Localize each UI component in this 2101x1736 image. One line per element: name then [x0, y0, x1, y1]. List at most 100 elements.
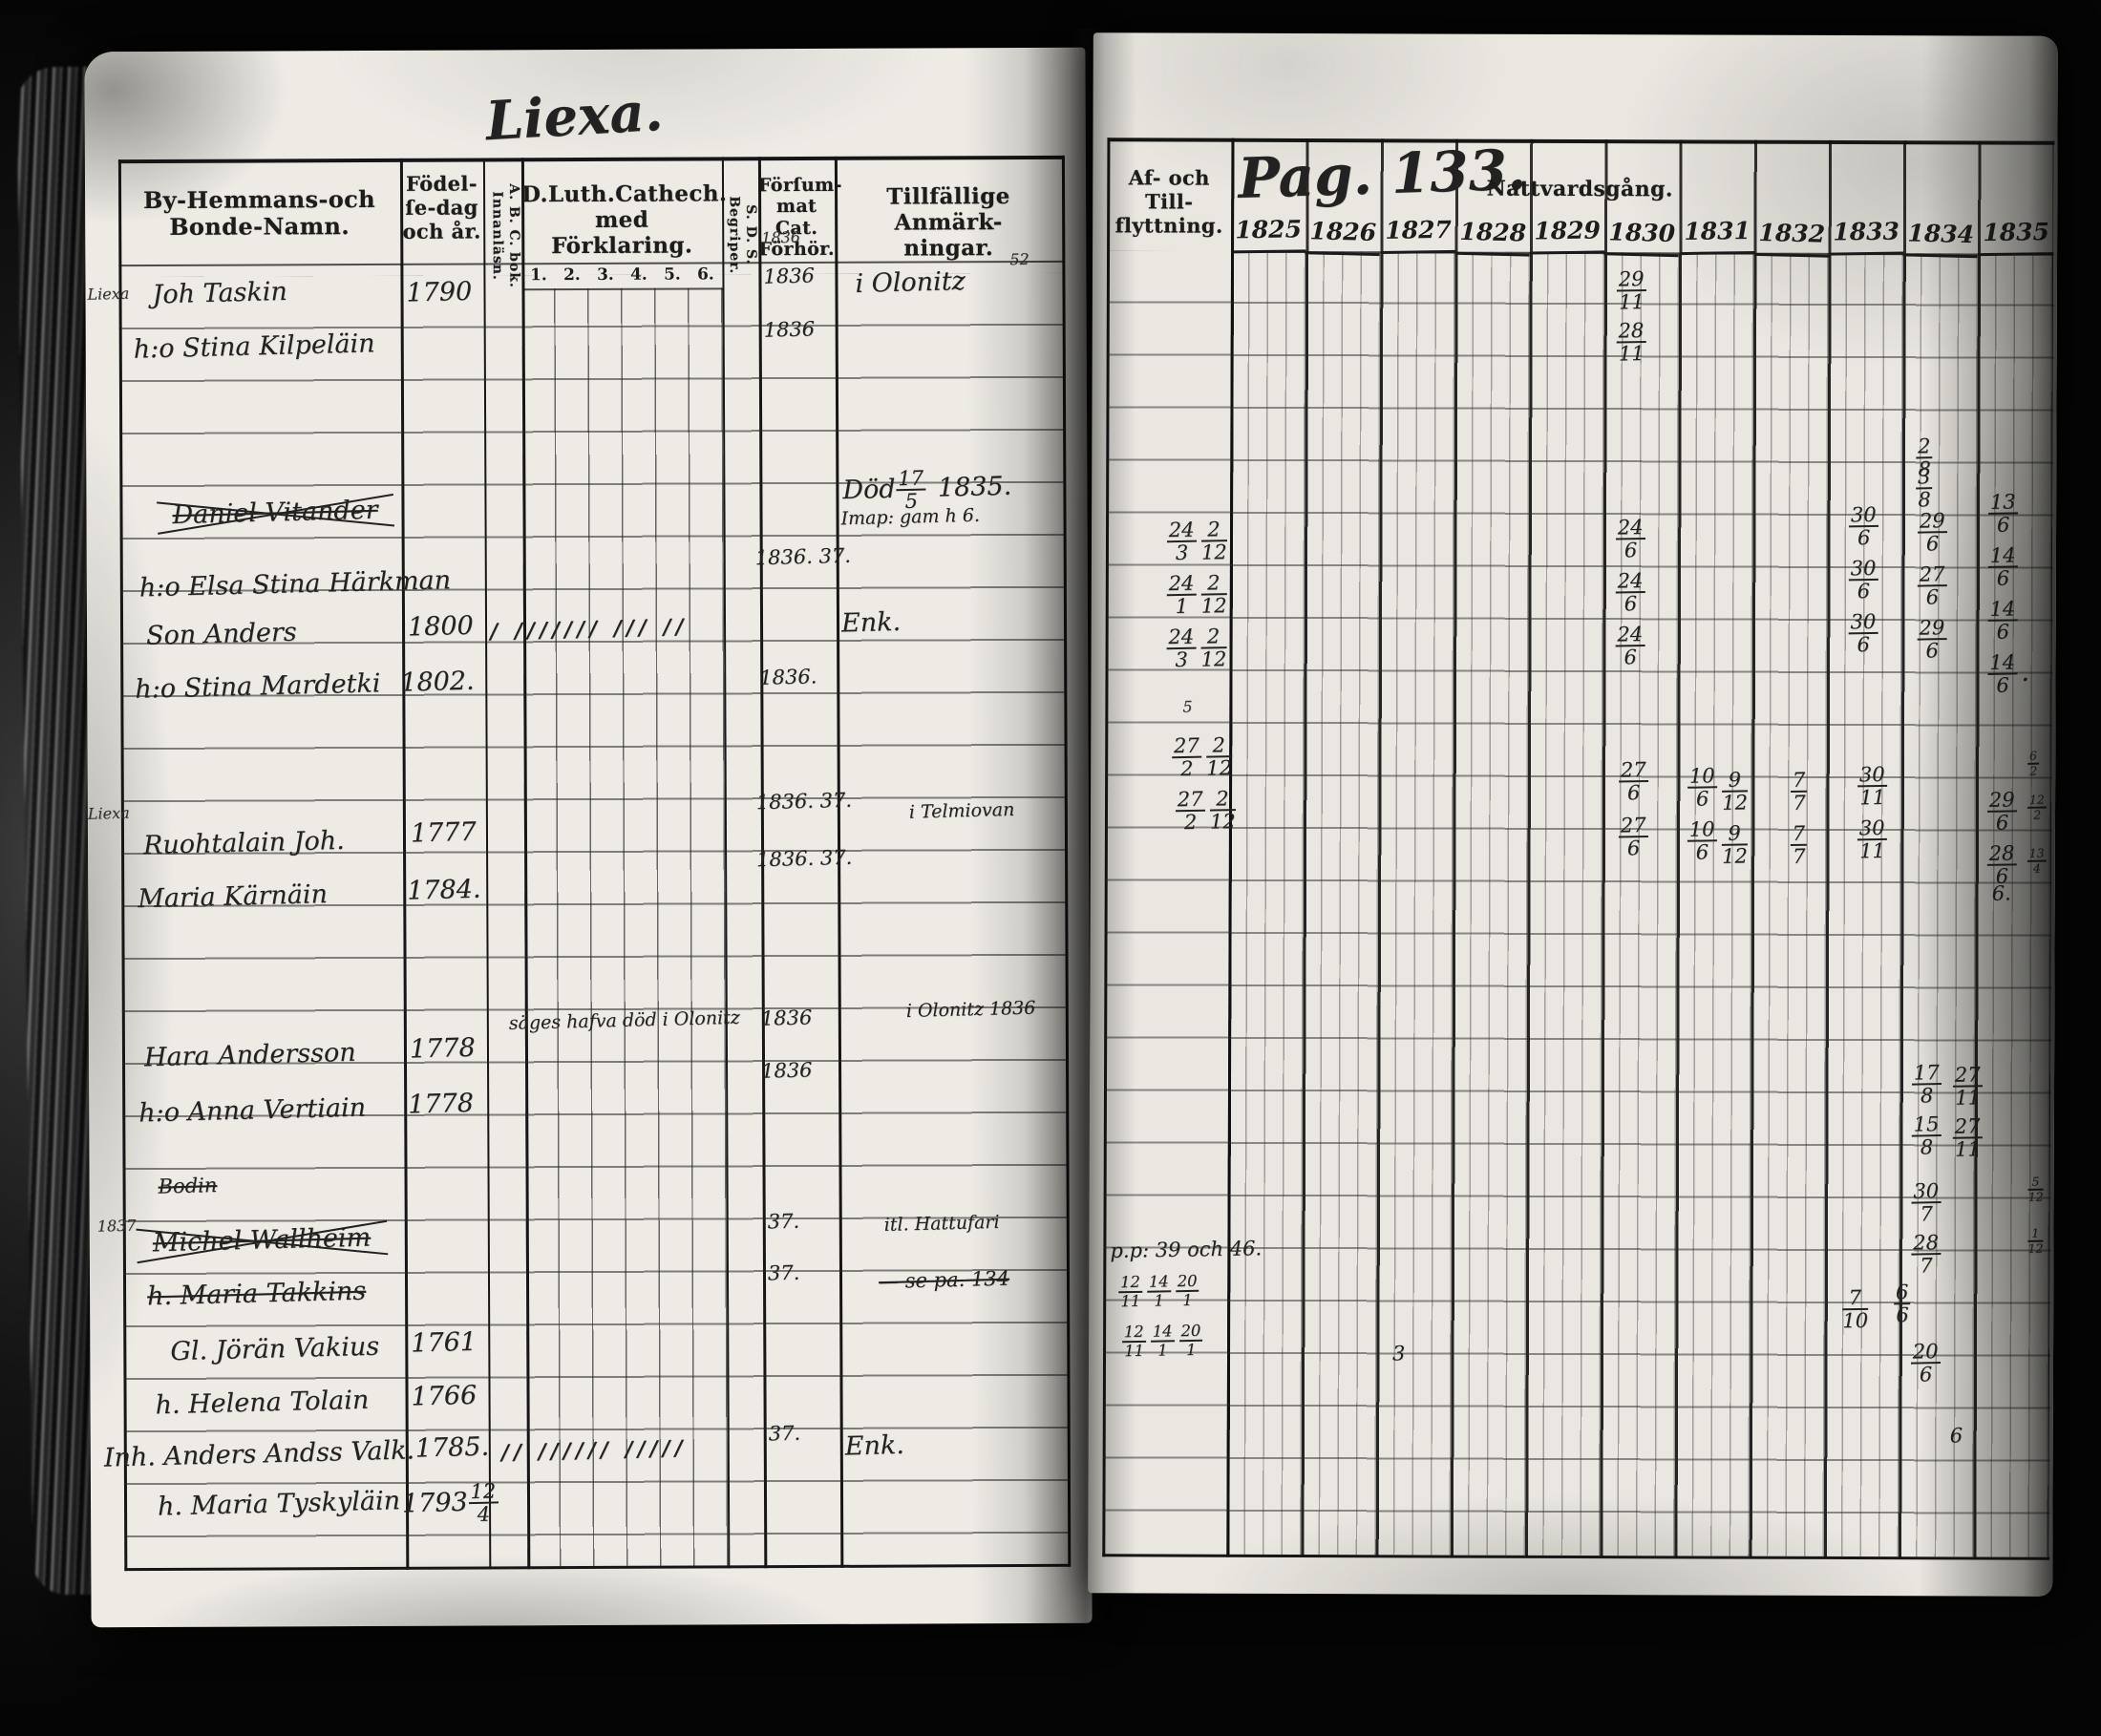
handwritten-entry: Liexa — [87, 803, 130, 823]
handwritten-entry: 6 — [1949, 1424, 1963, 1448]
handwritten-entry: 1836 — [760, 1058, 813, 1083]
handwritten-entry: 13 6 — [1987, 489, 2023, 537]
handwritten-entry: Daniel Vitander — [172, 495, 379, 531]
handwritten-entry: 12 2 — [2027, 793, 2050, 822]
handwritten-entry: 7 10 — [1841, 1284, 1873, 1333]
handwritten-entry: Bodin — [158, 1174, 218, 1198]
handwritten-entry: 1778 — [407, 1088, 475, 1120]
handwritten-entry: 52 — [1009, 249, 1029, 269]
handwritten-entry: säges hafva död i Olonitz — [508, 1006, 741, 1034]
date-fraction: 13 4 — [2027, 846, 2047, 876]
handwritten-entry: 28 6 — [1985, 840, 2021, 888]
handwritten-entry: Enk. — [844, 1429, 905, 1462]
handwritten-entry: h. Maria Takkins — [146, 1276, 367, 1312]
date-fraction: 5 12 — [2027, 1174, 2044, 1204]
handwritten-entry: 29 6 — [1986, 787, 2022, 835]
handwritten-entry: 14 6 — [1987, 542, 2023, 590]
handwritten-entry: 1784. — [406, 874, 481, 906]
right-page: Af- och Till- flyttning. Pag. 133. Nattv… — [1088, 32, 2058, 1597]
handwritten-entry: 1 12 — [2027, 1225, 2047, 1256]
handwritten-entry: ∕∕ ∕∕∕∕∕∕ ∕∕∕∕∕ — [500, 1435, 688, 1466]
date-fraction: 20 6 — [1910, 1339, 1942, 1386]
handwritten-entry: 13 4 — [2027, 846, 2050, 876]
handwritten-entry: h. Maria Tyskyläin — [157, 1486, 401, 1522]
handwritten-entry: 1836. — [758, 665, 817, 689]
handwritten-entry: 1785. — [414, 1431, 490, 1464]
date-fraction: 12 2 — [2027, 793, 2047, 822]
handwritten-entry: Imap: gam h 6. — [840, 504, 981, 530]
date-fraction: 7 10 — [1841, 1284, 1869, 1333]
handwritten-entry: 1761 — [410, 1326, 478, 1359]
handwritten-entry: Joh Taskin — [152, 276, 288, 310]
handwritten-entry: Inh. Anders Andss Valk. — [103, 1435, 415, 1473]
handwritten-entry: 27 11 — [1951, 1113, 1986, 1161]
handwritten-entry: i Olonitz 1836 — [905, 997, 1036, 1022]
handwritten-entry: itl. Hattufari — [883, 1211, 1000, 1236]
left-page: Liexa. By-Hemmans-och Bonde-Namn. Födel-… — [84, 47, 1093, 1628]
handwritten-entry: Enk. — [840, 606, 902, 639]
handwritten-entry: i Olonitz — [855, 266, 966, 299]
handwritten-entry: h:o Anna Vertiain — [138, 1092, 367, 1129]
handwritten-entry: 29 6 — [1917, 508, 1952, 555]
handwritten-entry: 24 6 — [1615, 515, 1650, 561]
handwritten-entry: 3 — [1391, 1342, 1406, 1366]
handwritten-entry: 30 7 — [1910, 1178, 1945, 1225]
date-fraction: 24 6 — [1615, 568, 1645, 615]
date-fraction: 27 11 — [1952, 1113, 1983, 1161]
handwritten-entry: h:o Elsa Stina Härkman — [138, 565, 452, 603]
handwritten-entry: 1778 — [409, 1032, 477, 1065]
handwritten-entry: 1777 — [410, 816, 478, 849]
date-fraction: 28 7 — [1911, 1230, 1942, 1277]
handwritten-entry: 1766 — [411, 1380, 478, 1412]
date-fraction: 9 12 — [1721, 820, 1749, 868]
handwritten-entry: 20 6 — [1910, 1339, 1945, 1386]
handwritten-entry: Son Anders — [145, 617, 298, 651]
date-fraction: 30 11 — [1857, 815, 1887, 863]
handwritten-entry: 1836. 37. — [755, 845, 853, 872]
handwritten-entry: 1836 — [763, 317, 816, 342]
handwritten-entry: 29 6 — [1916, 615, 1951, 662]
handwritten-entry: Liexa — [87, 284, 130, 304]
date-fraction: 17 5 — [896, 466, 926, 513]
handwritten-entry: — se pa. 134 — [878, 1266, 1010, 1294]
date-fraction: 30 11 — [1857, 761, 1887, 810]
date-fraction: 24 6 — [1615, 622, 1645, 668]
communion-date-entries: 29 11 28 11 2 8 3 8 13 6 24 6 30 6 29 6 14 6 24 6 30 6 27 6 14 6 2… — [1088, 32, 2058, 1597]
date-fraction: 27 6 — [1917, 561, 1947, 608]
handwritten-entry: Michel Wallheim — [152, 1222, 371, 1259]
handwritten-entry: 14 6. — [1987, 649, 2030, 697]
handwritten-entry: 27 6 — [1618, 757, 1653, 804]
date-fraction: 12 4 — [468, 1478, 499, 1526]
handwritten-entry: 24 6 — [1614, 622, 1649, 668]
date-fraction: 14 6 — [1987, 649, 2018, 697]
date-fraction: 29 6 — [1986, 787, 2018, 835]
handwritten-entry: 5 12 — [2027, 1174, 2047, 1204]
handwritten-entry: 1836. 37. — [755, 788, 853, 815]
date-fraction: 27 11 — [1952, 1062, 1983, 1110]
handwritten-entry: 29 11 — [1616, 266, 1651, 314]
handwritten-entry: Ruohtalain Joh. — [142, 825, 346, 861]
date-fraction: 29 6 — [1917, 615, 1947, 662]
handwritten-entry: 27 6 — [1618, 813, 1653, 859]
handwritten-entry: h. Helena Tolain — [155, 1385, 370, 1421]
handwritten-entry: 24 6 — [1614, 568, 1649, 615]
handwritten-entry: 30 11 — [1857, 815, 1892, 863]
handwritten-entry: ∕ ∕∕∕∕∕∕∕ ∕∕∕ ∕∕ — [489, 614, 689, 645]
date-fraction: 29 11 — [1616, 266, 1646, 314]
date-fraction: 30 6 — [1848, 556, 1878, 603]
date-fraction: 30 6 — [1848, 502, 1879, 549]
date-fraction: 1 12 — [2027, 1225, 2044, 1256]
handwritten-entry: Maria Kärnäin — [137, 879, 329, 915]
handwritten-entry: 28 11 — [1615, 318, 1650, 365]
date-fraction: 14 6 — [1987, 596, 2018, 644]
handwritten-entry: 1837 — [96, 1216, 137, 1236]
handwritten-entry: 28 7 — [1910, 1230, 1945, 1277]
handwritten-entry: 30 11 — [1857, 761, 1892, 810]
handwritten-entry: 37. — [768, 1421, 801, 1446]
handwritten-entry: 27 6 — [1916, 561, 1951, 608]
